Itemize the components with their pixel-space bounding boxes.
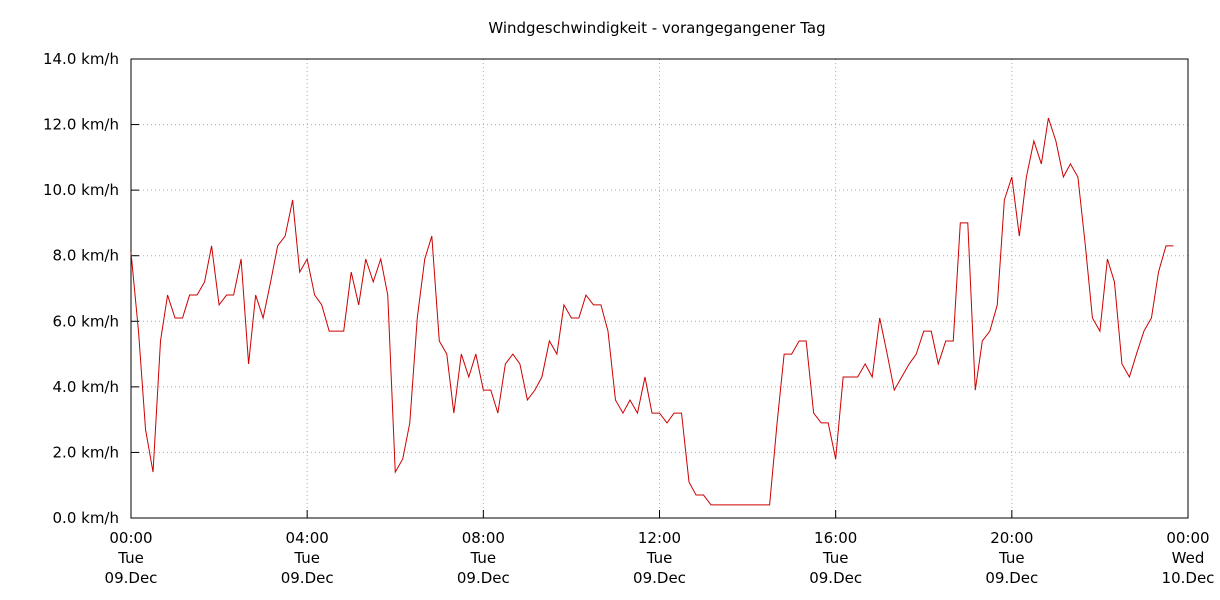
x-tick-label: 20:00 Tue 09.Dec bbox=[985, 529, 1038, 587]
x-tick-label: 00:00 Wed 10.Dec bbox=[1162, 529, 1215, 587]
y-tick-label: 10.0 km/h bbox=[43, 181, 119, 199]
y-tick-label: 4.0 km/h bbox=[53, 378, 119, 396]
line bbox=[130, 117, 1174, 506]
y-tick-label: 0.0 km/h bbox=[53, 509, 119, 527]
plot-frame bbox=[130, 58, 1189, 519]
y-tick-label: 8.0 km/h bbox=[53, 247, 119, 265]
y-tick-label: 2.0 km/h bbox=[53, 443, 119, 461]
y-tick-label: 6.0 km/h bbox=[53, 312, 119, 330]
x-tick-label: 08:00 Tue 09.Dec bbox=[457, 529, 510, 587]
x-tick-label: 00:00 Tue 09.Dec bbox=[105, 529, 158, 587]
x-tick-label: 12:00 Tue 09.Dec bbox=[633, 529, 686, 587]
x-tick-label: 16:00 Tue 09.Dec bbox=[809, 529, 862, 587]
x-tick-label: 04:00 Tue 09.Dec bbox=[281, 529, 334, 587]
y-tick-label: 14.0 km/h bbox=[43, 50, 119, 68]
chart-title: Windgeschwindigkeit - vorangegangener Ta… bbox=[488, 19, 825, 37]
y-tick-label: 12.0 km/h bbox=[43, 116, 119, 134]
